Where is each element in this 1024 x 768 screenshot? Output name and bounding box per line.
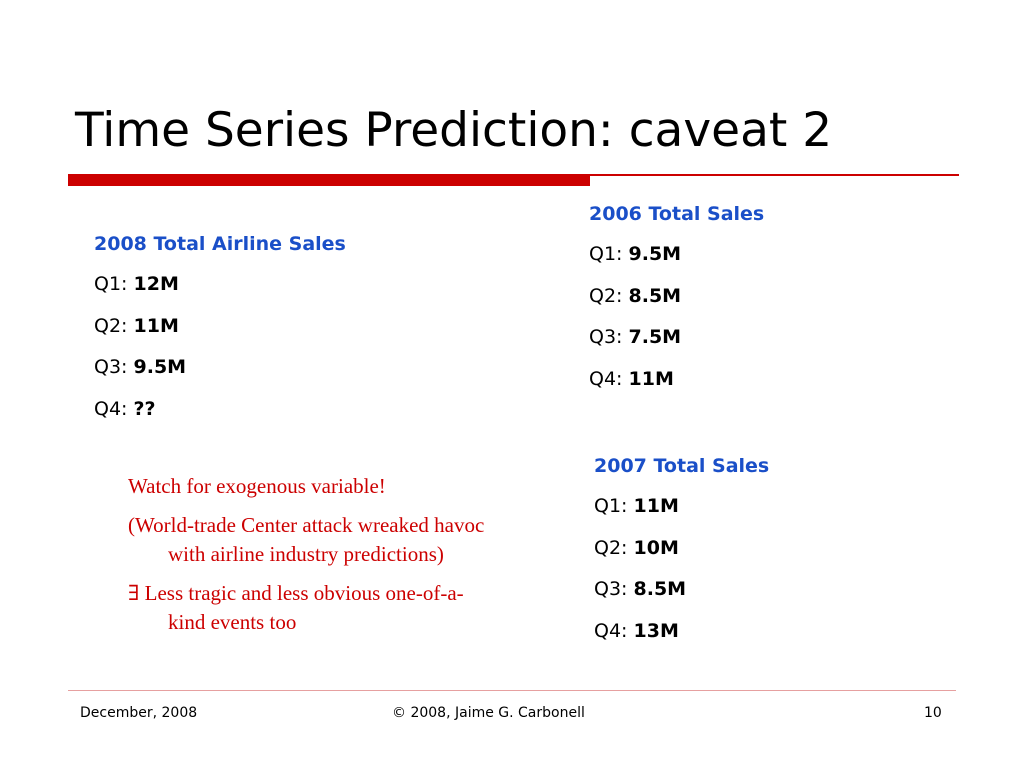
quarter-value: 8.5M xyxy=(633,578,687,601)
sales-2007-q4: Q4: 13M xyxy=(594,620,769,643)
quarter-value: 8.5M xyxy=(628,284,682,307)
footer-divider xyxy=(68,690,956,691)
sales-2008-q2: Q2: 11M xyxy=(94,315,346,338)
quarter-value: 10M xyxy=(633,536,679,559)
quarter-value: 7.5M xyxy=(628,326,682,349)
quarter-label: Q4: xyxy=(94,398,128,421)
sales-2006-q2: Q2: 8.5M xyxy=(589,285,764,308)
caveat-notes: Watch for exogenous variable! (World-tra… xyxy=(128,472,488,647)
sales-2006-q3: Q3: 7.5M xyxy=(589,326,764,349)
footer-copyright: © 2008, Jaime G. Carbonell xyxy=(392,705,585,721)
quarter-label: Q2: xyxy=(94,314,128,337)
quarter-value: 11M xyxy=(628,368,674,391)
sales-2007-q1: Q1: 11M xyxy=(594,495,769,518)
note-exogenous: Watch for exogenous variable! xyxy=(128,474,386,498)
quarter-label: Q3: xyxy=(589,326,623,349)
sales-2007-block: 2007 Total Sales Q1: 11M Q2: 10M Q3: 8.5… xyxy=(594,455,769,662)
quarter-label: Q1: xyxy=(594,494,628,517)
quarter-label: Q4: xyxy=(594,620,628,643)
sales-2006-block: 2006 Total Sales Q1: 9.5M Q2: 8.5M Q3: 7… xyxy=(589,203,764,410)
sales-2007-q3: Q3: 8.5M xyxy=(594,578,769,601)
sales-2007-heading: 2007 Total Sales xyxy=(594,455,770,477)
sales-2008-q3: Q3: 9.5M xyxy=(94,356,346,379)
quarter-value: 12M xyxy=(133,272,179,295)
slide-title: Time Series Prediction: caveat 2 xyxy=(75,103,833,158)
note-world-trade-center: (World-trade Center attack wreaked havoc… xyxy=(128,512,485,566)
quarter-label: Q4: xyxy=(589,368,623,391)
quarter-label: Q3: xyxy=(94,356,128,379)
sales-2008-q4: Q4: ?? xyxy=(94,398,346,421)
quarter-value: 11M xyxy=(133,314,179,337)
quarter-label: Q1: xyxy=(94,272,128,295)
title-underline-thin xyxy=(590,174,959,176)
sales-2006-q1: Q1: 9.5M xyxy=(589,243,764,266)
quarter-value: ?? xyxy=(133,398,156,421)
quarter-value: 13M xyxy=(633,620,679,643)
quarter-value: 9.5M xyxy=(628,242,682,265)
quarter-label: Q2: xyxy=(589,284,623,307)
sales-2006-heading: 2006 Total Sales xyxy=(589,203,765,225)
sales-2007-q2: Q2: 10M xyxy=(594,537,769,560)
note-one-of-a-kind-events: ∃ Less tragic and less obvious one-of-a-… xyxy=(128,580,464,634)
sales-2008-heading: 2008 Total Airline Sales xyxy=(94,233,346,255)
quarter-value: 9.5M xyxy=(133,356,187,379)
quarter-label: Q2: xyxy=(594,536,628,559)
title-underline-thick xyxy=(68,174,590,186)
page-number: 10 xyxy=(924,705,942,721)
quarter-label: Q1: xyxy=(589,242,623,265)
quarter-value: 11M xyxy=(633,494,679,517)
sales-2006-q4: Q4: 11M xyxy=(589,368,764,391)
sales-2008-q1: Q1: 12M xyxy=(94,273,346,296)
quarter-label: Q3: xyxy=(594,578,628,601)
footer-date: December, 2008 xyxy=(80,705,198,721)
sales-2008-block: 2008 Total Airline Sales Q1: 12M Q2: 11M… xyxy=(94,233,346,440)
